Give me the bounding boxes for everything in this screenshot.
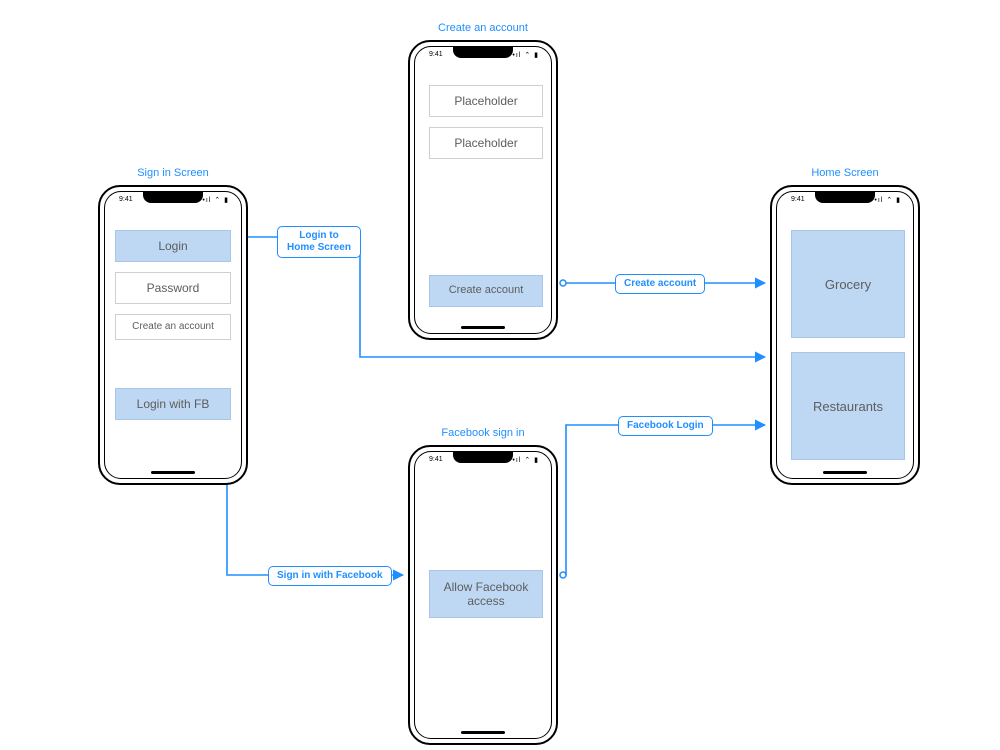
status-time: 9:41 <box>429 51 443 58</box>
edge-label-facebook-login: Facebook Login <box>618 416 713 436</box>
placeholder-field-1[interactable]: Placeholder <box>429 85 543 117</box>
status-time: 9:41 <box>791 196 805 203</box>
screen-title-create: Create an account <box>408 22 558 34</box>
home-indicator-icon <box>461 326 505 329</box>
phone-create: 9:41 ••ıl ⌃ ▮ Placeholder Placeholder Cr… <box>408 40 558 340</box>
screen-title-home: Home Screen <box>770 167 920 179</box>
statusbar: 9:41 ••ıl ⌃ ▮ <box>785 194 905 206</box>
phone-home: 9:41 ••ıl ⌃ ▮ Grocery Restaurants <box>770 185 920 485</box>
home-tile-restaurants[interactable]: Restaurants <box>791 352 905 460</box>
screen-title-signin: Sign in Screen <box>98 167 248 179</box>
status-icons: ••ıl ⌃ ▮ <box>871 196 901 204</box>
status-time: 9:41 <box>429 456 443 463</box>
edge-label-create-account: Create account <box>615 274 705 294</box>
statusbar: 9:41 ••ıl ⌃ ▮ <box>113 194 233 206</box>
flow-canvas: Login to Home Screen Create account Sign… <box>0 0 1000 750</box>
statusbar: 9:41 ••ıl ⌃ ▮ <box>423 49 543 61</box>
create-account-button[interactable]: Create account <box>429 275 543 307</box>
password-field[interactable]: Password <box>115 272 231 304</box>
status-icons: ••ıl ⌃ ▮ <box>509 51 539 59</box>
screen-title-facebook: Facebook sign in <box>408 427 558 439</box>
home-tile-grocery[interactable]: Grocery <box>791 230 905 338</box>
phone-facebook: 9:41 ••ıl ⌃ ▮ Allow Facebook access <box>408 445 558 745</box>
home-indicator-icon <box>823 471 867 474</box>
status-time: 9:41 <box>119 196 133 203</box>
edge-label-login-home: Login to Home Screen <box>277 226 361 258</box>
login-with-fb-button[interactable]: Login with FB <box>115 388 231 420</box>
status-icons: ••ıl ⌃ ▮ <box>509 456 539 464</box>
login-button[interactable]: Login <box>115 230 231 262</box>
allow-facebook-button[interactable]: Allow Facebook access <box>429 570 543 618</box>
home-indicator-icon <box>461 731 505 734</box>
placeholder-field-2[interactable]: Placeholder <box>429 127 543 159</box>
statusbar: 9:41 ••ıl ⌃ ▮ <box>423 454 543 466</box>
status-icons: ••ıl ⌃ ▮ <box>199 196 229 204</box>
home-indicator-icon <box>151 471 195 474</box>
phone-signin: 9:41 ••ıl ⌃ ▮ Login Password Create an a… <box>98 185 248 485</box>
create-account-link[interactable]: Create an account <box>115 314 231 340</box>
edge-label-signin-fb: Sign in with Facebook <box>268 566 392 586</box>
